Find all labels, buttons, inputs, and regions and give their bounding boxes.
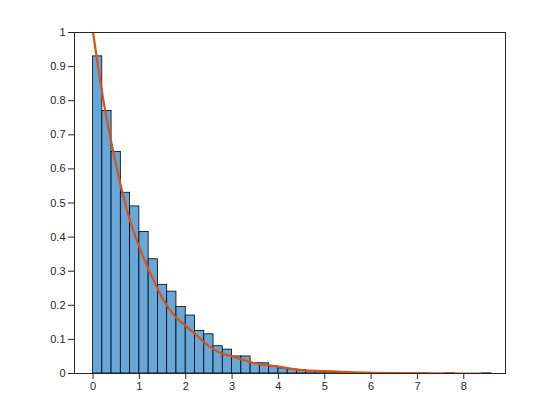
svg-text:6: 6 bbox=[368, 380, 374, 392]
svg-text:5: 5 bbox=[322, 380, 328, 392]
svg-text:4: 4 bbox=[275, 380, 281, 392]
svg-text:0.3: 0.3 bbox=[50, 265, 65, 277]
svg-text:0.9: 0.9 bbox=[50, 60, 65, 72]
svg-text:1: 1 bbox=[136, 380, 142, 392]
svg-text:0.8: 0.8 bbox=[50, 94, 65, 106]
svg-text:0: 0 bbox=[59, 367, 65, 379]
svg-text:0.1: 0.1 bbox=[50, 333, 65, 345]
svg-text:8: 8 bbox=[461, 380, 467, 392]
svg-text:0.5: 0.5 bbox=[50, 197, 65, 209]
svg-text:0.2: 0.2 bbox=[50, 299, 65, 311]
svg-text:7: 7 bbox=[414, 380, 420, 392]
svg-text:0: 0 bbox=[90, 380, 96, 392]
svg-text:2: 2 bbox=[183, 380, 189, 392]
svg-text:0.7: 0.7 bbox=[50, 128, 65, 140]
svg-text:0.4: 0.4 bbox=[50, 231, 65, 243]
svg-text:0.6: 0.6 bbox=[50, 162, 65, 174]
svg-text:1: 1 bbox=[59, 26, 65, 38]
svg-text:3: 3 bbox=[229, 380, 235, 392]
